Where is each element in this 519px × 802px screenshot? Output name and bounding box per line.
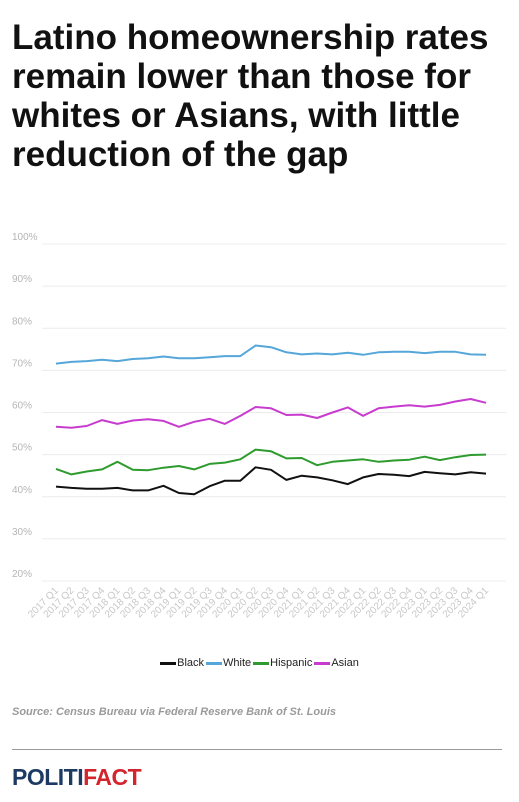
legend-label: Black — [177, 657, 205, 669]
y-tick-label: 100% — [12, 232, 38, 243]
footer-divider — [12, 749, 502, 750]
legend-swatch — [253, 661, 270, 665]
logo-part-1: POLITI — [12, 764, 84, 790]
source-note: Source: Census Bureau via Federal Reserv… — [12, 706, 336, 718]
legend-item-black[interactable]: Black — [160, 657, 204, 669]
legend-item-asian[interactable]: Asian — [314, 657, 359, 669]
politifact-logo[interactable]: POLITIFACT — [12, 764, 142, 791]
series-line-black — [55, 466, 487, 496]
legend-label: Asian — [331, 657, 359, 669]
y-tick-label: 50% — [12, 443, 32, 454]
legend-label: White — [223, 657, 252, 669]
y-tick-label: 60% — [12, 401, 32, 412]
y-tick-label: 90% — [12, 274, 32, 285]
legend-label: Hispanic — [270, 657, 313, 669]
y-tick-label: 70% — [12, 358, 32, 369]
legend-swatch — [160, 661, 177, 665]
grid-lines — [42, 243, 506, 582]
y-tick-label: 80% — [12, 316, 32, 327]
legend-swatch — [206, 661, 223, 665]
series-line-white — [55, 344, 487, 365]
series-lines — [55, 344, 487, 496]
y-tick-label: 40% — [12, 485, 32, 496]
y-tick-label: 20% — [12, 569, 32, 580]
y-tick-label: 30% — [12, 527, 32, 538]
legend-item-hispanic[interactable]: Hispanic — [253, 657, 312, 669]
line-chart: 20% 30% 40% 50% 60% 70% 80% 90% 100% 2017 Q12017… — [12, 232, 506, 620]
legend-item-white[interactable]: White — [206, 657, 251, 669]
y-axis-ticks: 20% 30% 40% 50% 60% 70% 80% 90% 100% — [12, 232, 38, 580]
chart-title: Latino homeownership rates remain lower … — [12, 18, 489, 174]
chart-legend: Black White Hispanic Asian — [0, 657, 519, 669]
logo-part-2: FACT — [83, 764, 142, 790]
legend-swatch — [314, 661, 331, 665]
series-line-hispanic — [55, 448, 487, 476]
series-line-asian — [55, 398, 487, 429]
